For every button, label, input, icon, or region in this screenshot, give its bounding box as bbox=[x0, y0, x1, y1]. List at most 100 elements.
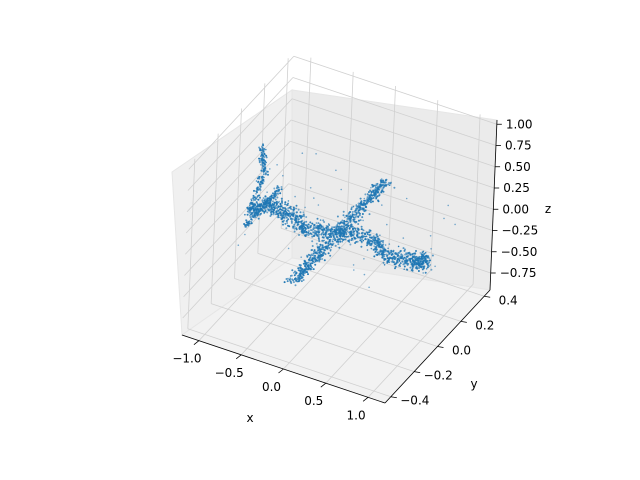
wing-lower-root-point-40 bbox=[329, 248, 332, 251]
fuselage-3-point-98 bbox=[326, 225, 329, 228]
outlier-point-20 bbox=[335, 169, 337, 172]
wing-lower-root-point-35 bbox=[313, 249, 316, 252]
fuselage-3-point-111 bbox=[322, 225, 324, 227]
z-grid-right-2 bbox=[289, 162, 493, 231]
fuselage-1-point-97 bbox=[282, 209, 285, 212]
fuselage-5-point-115 bbox=[375, 248, 378, 251]
fuselage-6-point-140 bbox=[408, 257, 410, 260]
wing-lower-root-point-106 bbox=[327, 242, 330, 245]
fuselage-6-point-129 bbox=[402, 257, 405, 260]
tail-fin-base-point-25 bbox=[252, 194, 255, 197]
wing-upper-root-point-128 bbox=[357, 223, 360, 225]
fuselage-3-point-140 bbox=[322, 233, 325, 236]
outlier-point-3 bbox=[402, 237, 405, 239]
fuselage-6-point-112 bbox=[387, 258, 390, 261]
fuselage-3-point-147 bbox=[312, 227, 315, 230]
fuselage-5-point-103 bbox=[387, 247, 389, 250]
fuselage-7-point-159 bbox=[413, 261, 415, 264]
wing-lower-root-point-30 bbox=[342, 232, 345, 235]
fuselage-0-point-89 bbox=[257, 198, 259, 201]
fuselage-7-point-77 bbox=[423, 252, 426, 255]
fuselage-3-point-102 bbox=[315, 233, 318, 236]
fuselage-5-point-36 bbox=[382, 246, 385, 249]
fuselage-4-point-16 bbox=[362, 239, 365, 242]
wing-upper-point-134 bbox=[372, 197, 375, 199]
fuselage-7-point-31 bbox=[415, 255, 418, 258]
wing-lower-point-156 bbox=[302, 271, 304, 274]
tail-plane-point-74 bbox=[246, 219, 248, 222]
tail-fin-base-point-83 bbox=[252, 202, 255, 205]
fuselage-4-point-114 bbox=[352, 231, 355, 234]
fuselage-6-point-141 bbox=[405, 252, 408, 255]
fuselage-4-point-26 bbox=[365, 235, 368, 238]
fuselage-6-point-125 bbox=[396, 261, 399, 264]
wing-upper-point-159 bbox=[374, 193, 377, 196]
fuselage-4-point-13 bbox=[349, 243, 352, 246]
wing-lower-root-point-131 bbox=[339, 237, 342, 240]
wing-lower-root-point-119 bbox=[315, 242, 318, 245]
wing-lower-root-point-101 bbox=[333, 228, 335, 231]
fuselage-5-point-23 bbox=[378, 253, 381, 256]
wing-upper-point-176 bbox=[362, 204, 364, 207]
outlier-point-5 bbox=[287, 247, 290, 250]
fuselage-2-point-127 bbox=[297, 216, 300, 218]
wing-upper-root-point-104 bbox=[343, 229, 345, 231]
wing-upper-root-point-57 bbox=[348, 226, 351, 229]
tail-fin-top-point-67 bbox=[263, 152, 266, 155]
fuselage-2-point-44 bbox=[286, 222, 289, 224]
fuselage-2-point-70 bbox=[291, 218, 294, 220]
wing-upper-point-18 bbox=[371, 200, 374, 203]
wing-lower-root-point-102 bbox=[318, 238, 320, 241]
wing-lower-point-79 bbox=[296, 275, 299, 277]
tail-plane-point-105 bbox=[247, 224, 250, 227]
wing-upper-point-91 bbox=[367, 201, 370, 203]
tail-plane-point-93 bbox=[254, 215, 256, 218]
wing-upper-root-point-76 bbox=[352, 205, 355, 208]
tail-fin-top-point-78 bbox=[263, 167, 266, 170]
fuselage-4-point-42 bbox=[350, 239, 353, 241]
fuselage-1-point-104 bbox=[275, 206, 278, 209]
fuselage-2-point-28 bbox=[307, 231, 310, 234]
wing-lower-point-131 bbox=[311, 259, 314, 262]
fuselage-6-point-82 bbox=[402, 247, 405, 250]
fuselage-2-point-38 bbox=[293, 230, 296, 233]
wing-upper-root-point-136 bbox=[359, 219, 362, 222]
fuselage-3-point-73 bbox=[323, 221, 326, 223]
y-grid-floor-0 bbox=[187, 328, 391, 398]
tail-fin-base-point-61 bbox=[247, 207, 250, 210]
wing-lower-point-159 bbox=[299, 264, 302, 267]
z-grid-right-3 bbox=[290, 140, 494, 210]
fuselage-0-point-13 bbox=[248, 211, 251, 214]
wing-upper-root-point-60 bbox=[354, 216, 357, 219]
fuselage-5-point-21 bbox=[374, 237, 376, 239]
fuselage-4-point-133 bbox=[356, 230, 359, 233]
fuselage-5-point-43 bbox=[379, 234, 381, 236]
fuselage-3-point-86 bbox=[311, 235, 314, 238]
outlier-point-7 bbox=[313, 197, 315, 199]
fuselage-6-point-150 bbox=[390, 256, 392, 259]
wing-upper-root-point-85 bbox=[353, 213, 356, 216]
fuselage-6-point-156 bbox=[386, 254, 389, 257]
fuselage-4-point-152 bbox=[347, 225, 350, 227]
wing-lower-root-point-79 bbox=[333, 237, 336, 240]
wing-upper-point-124 bbox=[377, 199, 379, 202]
wing-lower-root-point-34 bbox=[337, 243, 340, 246]
wing-upper-root-point-112 bbox=[334, 227, 337, 230]
tail-fin-base-point-59 bbox=[250, 201, 253, 204]
wing-lower-root-point-55 bbox=[327, 246, 330, 248]
fuselage-3-point-53 bbox=[315, 222, 318, 224]
fuselage-2-point-158 bbox=[299, 214, 302, 217]
fuselage-5-point-81 bbox=[366, 244, 368, 247]
fuselage-5-point-72 bbox=[388, 243, 391, 245]
fuselage-3-point-81 bbox=[309, 221, 312, 224]
fuselage-5-point-122 bbox=[382, 248, 385, 251]
tail-fin-base-point-63 bbox=[256, 186, 259, 189]
fuselage-6-point-46 bbox=[391, 261, 394, 264]
fuselage-5-point-117 bbox=[384, 250, 387, 253]
fuselage-6-point-120 bbox=[383, 264, 386, 266]
fuselage-6-point-159 bbox=[399, 265, 402, 268]
fuselage-3-point-158 bbox=[317, 226, 320, 229]
fuselage-2-point-78 bbox=[283, 212, 286, 215]
fuselage-1-point-119 bbox=[278, 216, 280, 219]
tail-fin-base-point-75 bbox=[256, 188, 259, 191]
